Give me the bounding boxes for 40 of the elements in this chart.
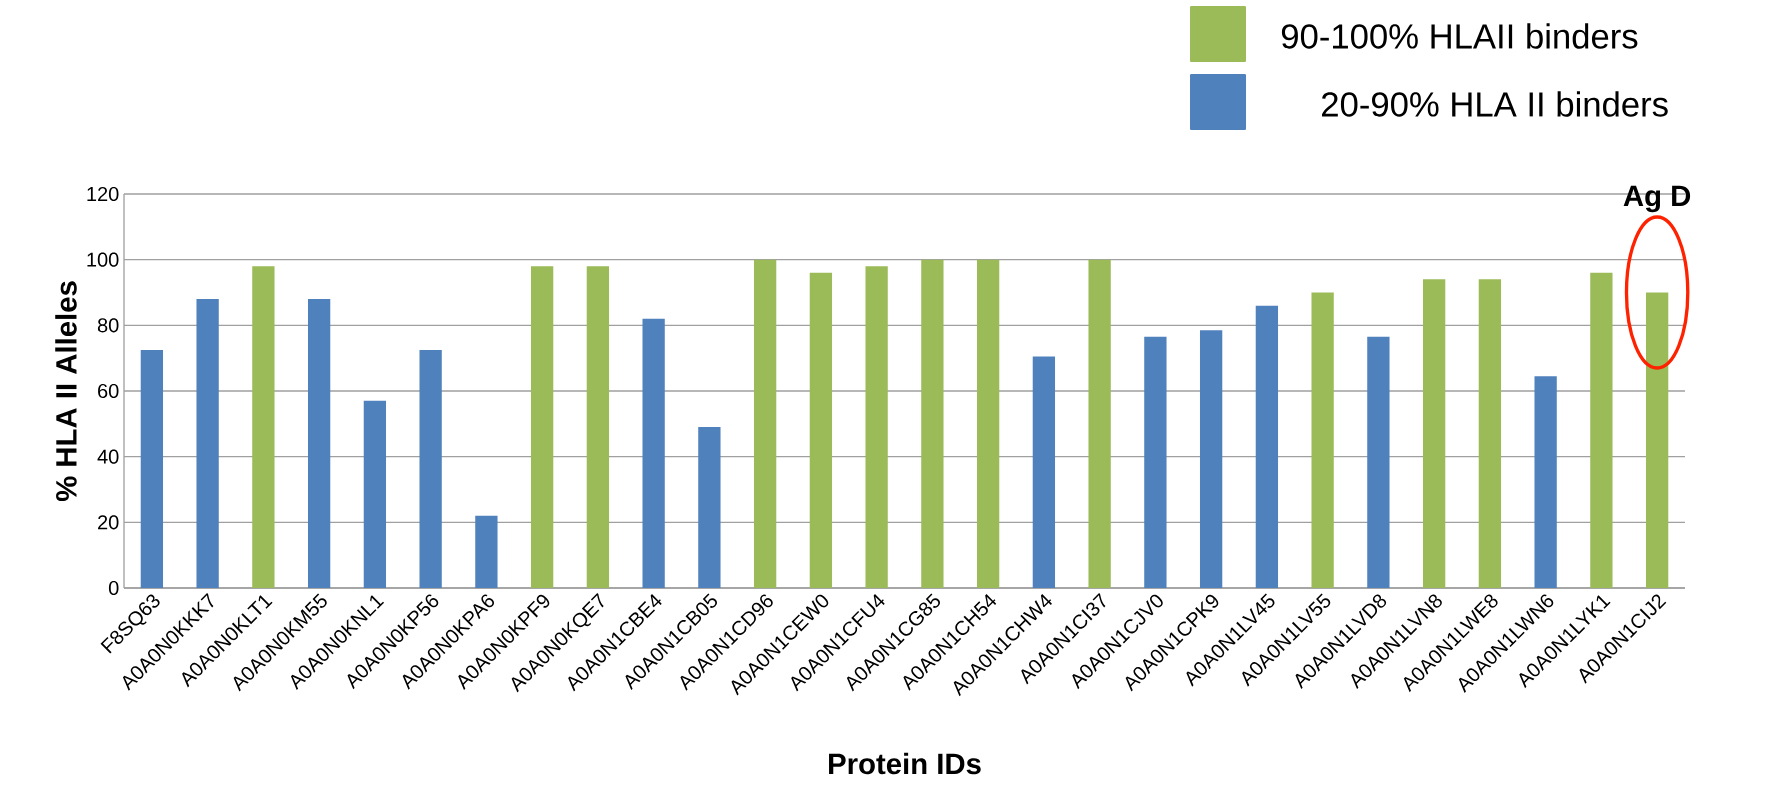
bar: [252, 266, 275, 588]
bar: [1422, 279, 1446, 588]
x-axis-title: Protein IDs: [829, 752, 981, 775]
bar: [530, 266, 554, 588]
y-tick-label: 20: [98, 515, 119, 530]
bar: [1144, 336, 1167, 588]
bar: [307, 299, 331, 588]
bar: [1590, 272, 1613, 588]
bar: [586, 266, 610, 588]
bar: [921, 259, 944, 588]
bar: [1032, 356, 1056, 588]
bar: [1088, 259, 1111, 588]
bar: [698, 427, 721, 588]
y-tick-label: 80: [97, 318, 119, 333]
bar: [419, 349, 442, 588]
bar: [196, 299, 219, 588]
bar: [976, 259, 1000, 588]
bar: [475, 515, 498, 588]
bar: [865, 266, 888, 588]
bar: [1534, 376, 1557, 588]
annotation: Ag D: [1623, 185, 1691, 213]
y-axis-title: % HLA II Alleles: [55, 281, 77, 502]
bar: [363, 400, 387, 588]
y-tick-label: 100: [87, 252, 119, 267]
bar: [1478, 279, 1502, 588]
bar: [1199, 330, 1223, 588]
bar: [140, 349, 164, 588]
legend-label: 90-100% HLAII binders: [1281, 23, 1638, 49]
y-tick-label: 120: [87, 186, 119, 202]
bar: [642, 318, 665, 588]
bar: [1255, 305, 1279, 588]
bar: [809, 272, 833, 588]
bar: [1645, 292, 1669, 588]
bar: [753, 259, 777, 588]
legend-label: 20-90% HLA II binders: [1322, 91, 1668, 117]
y-tick-label: 0: [108, 580, 119, 596]
y-tick-label: 60: [98, 383, 119, 399]
bar: [1311, 292, 1334, 588]
bar: [1367, 336, 1390, 588]
y-tick-label: 40: [97, 449, 119, 464]
